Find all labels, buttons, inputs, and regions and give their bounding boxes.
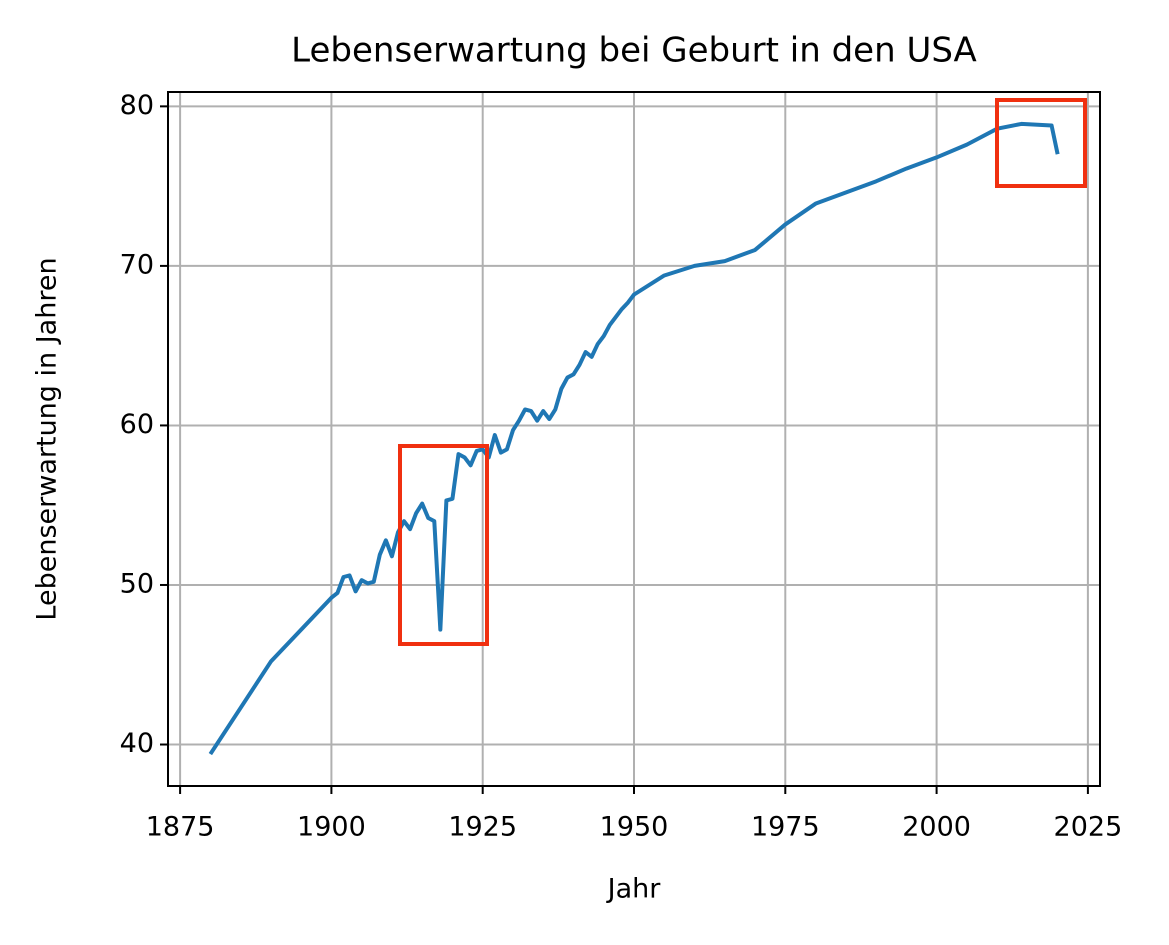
line: [208, 121, 1060, 756]
highlight-box: [995, 98, 1087, 188]
y-tick-label: 50: [120, 568, 154, 599]
x-tick-label: 1975: [751, 812, 820, 843]
y-axis-label: Lebenserwartung in Jahren: [32, 257, 63, 620]
x-tick-label: 1950: [600, 812, 669, 843]
plot-frame: [167, 91, 1101, 787]
x-tick-label: 2025: [1054, 812, 1123, 843]
y-tick-label: 70: [120, 249, 154, 280]
y-tick-label: 80: [120, 90, 154, 121]
x-axis-label: Jahr: [606, 874, 662, 905]
y-tick-label: 40: [120, 728, 154, 759]
grid: 1875 1900 1925 1950 1975 2000 2025 40 50 60 70 80: [120, 90, 1123, 843]
x-tick-label: 1875: [146, 812, 215, 843]
highlight-box: [398, 444, 489, 646]
x-tick-label: 2000: [902, 812, 971, 843]
x-tick-label: 1900: [297, 812, 366, 843]
marks: [208, 121, 1060, 756]
x-tick-label: 1925: [448, 812, 517, 843]
y-tick-label: 60: [120, 409, 154, 440]
chart-title: Lebenserwartung bei Geburt in den USA: [291, 31, 977, 71]
